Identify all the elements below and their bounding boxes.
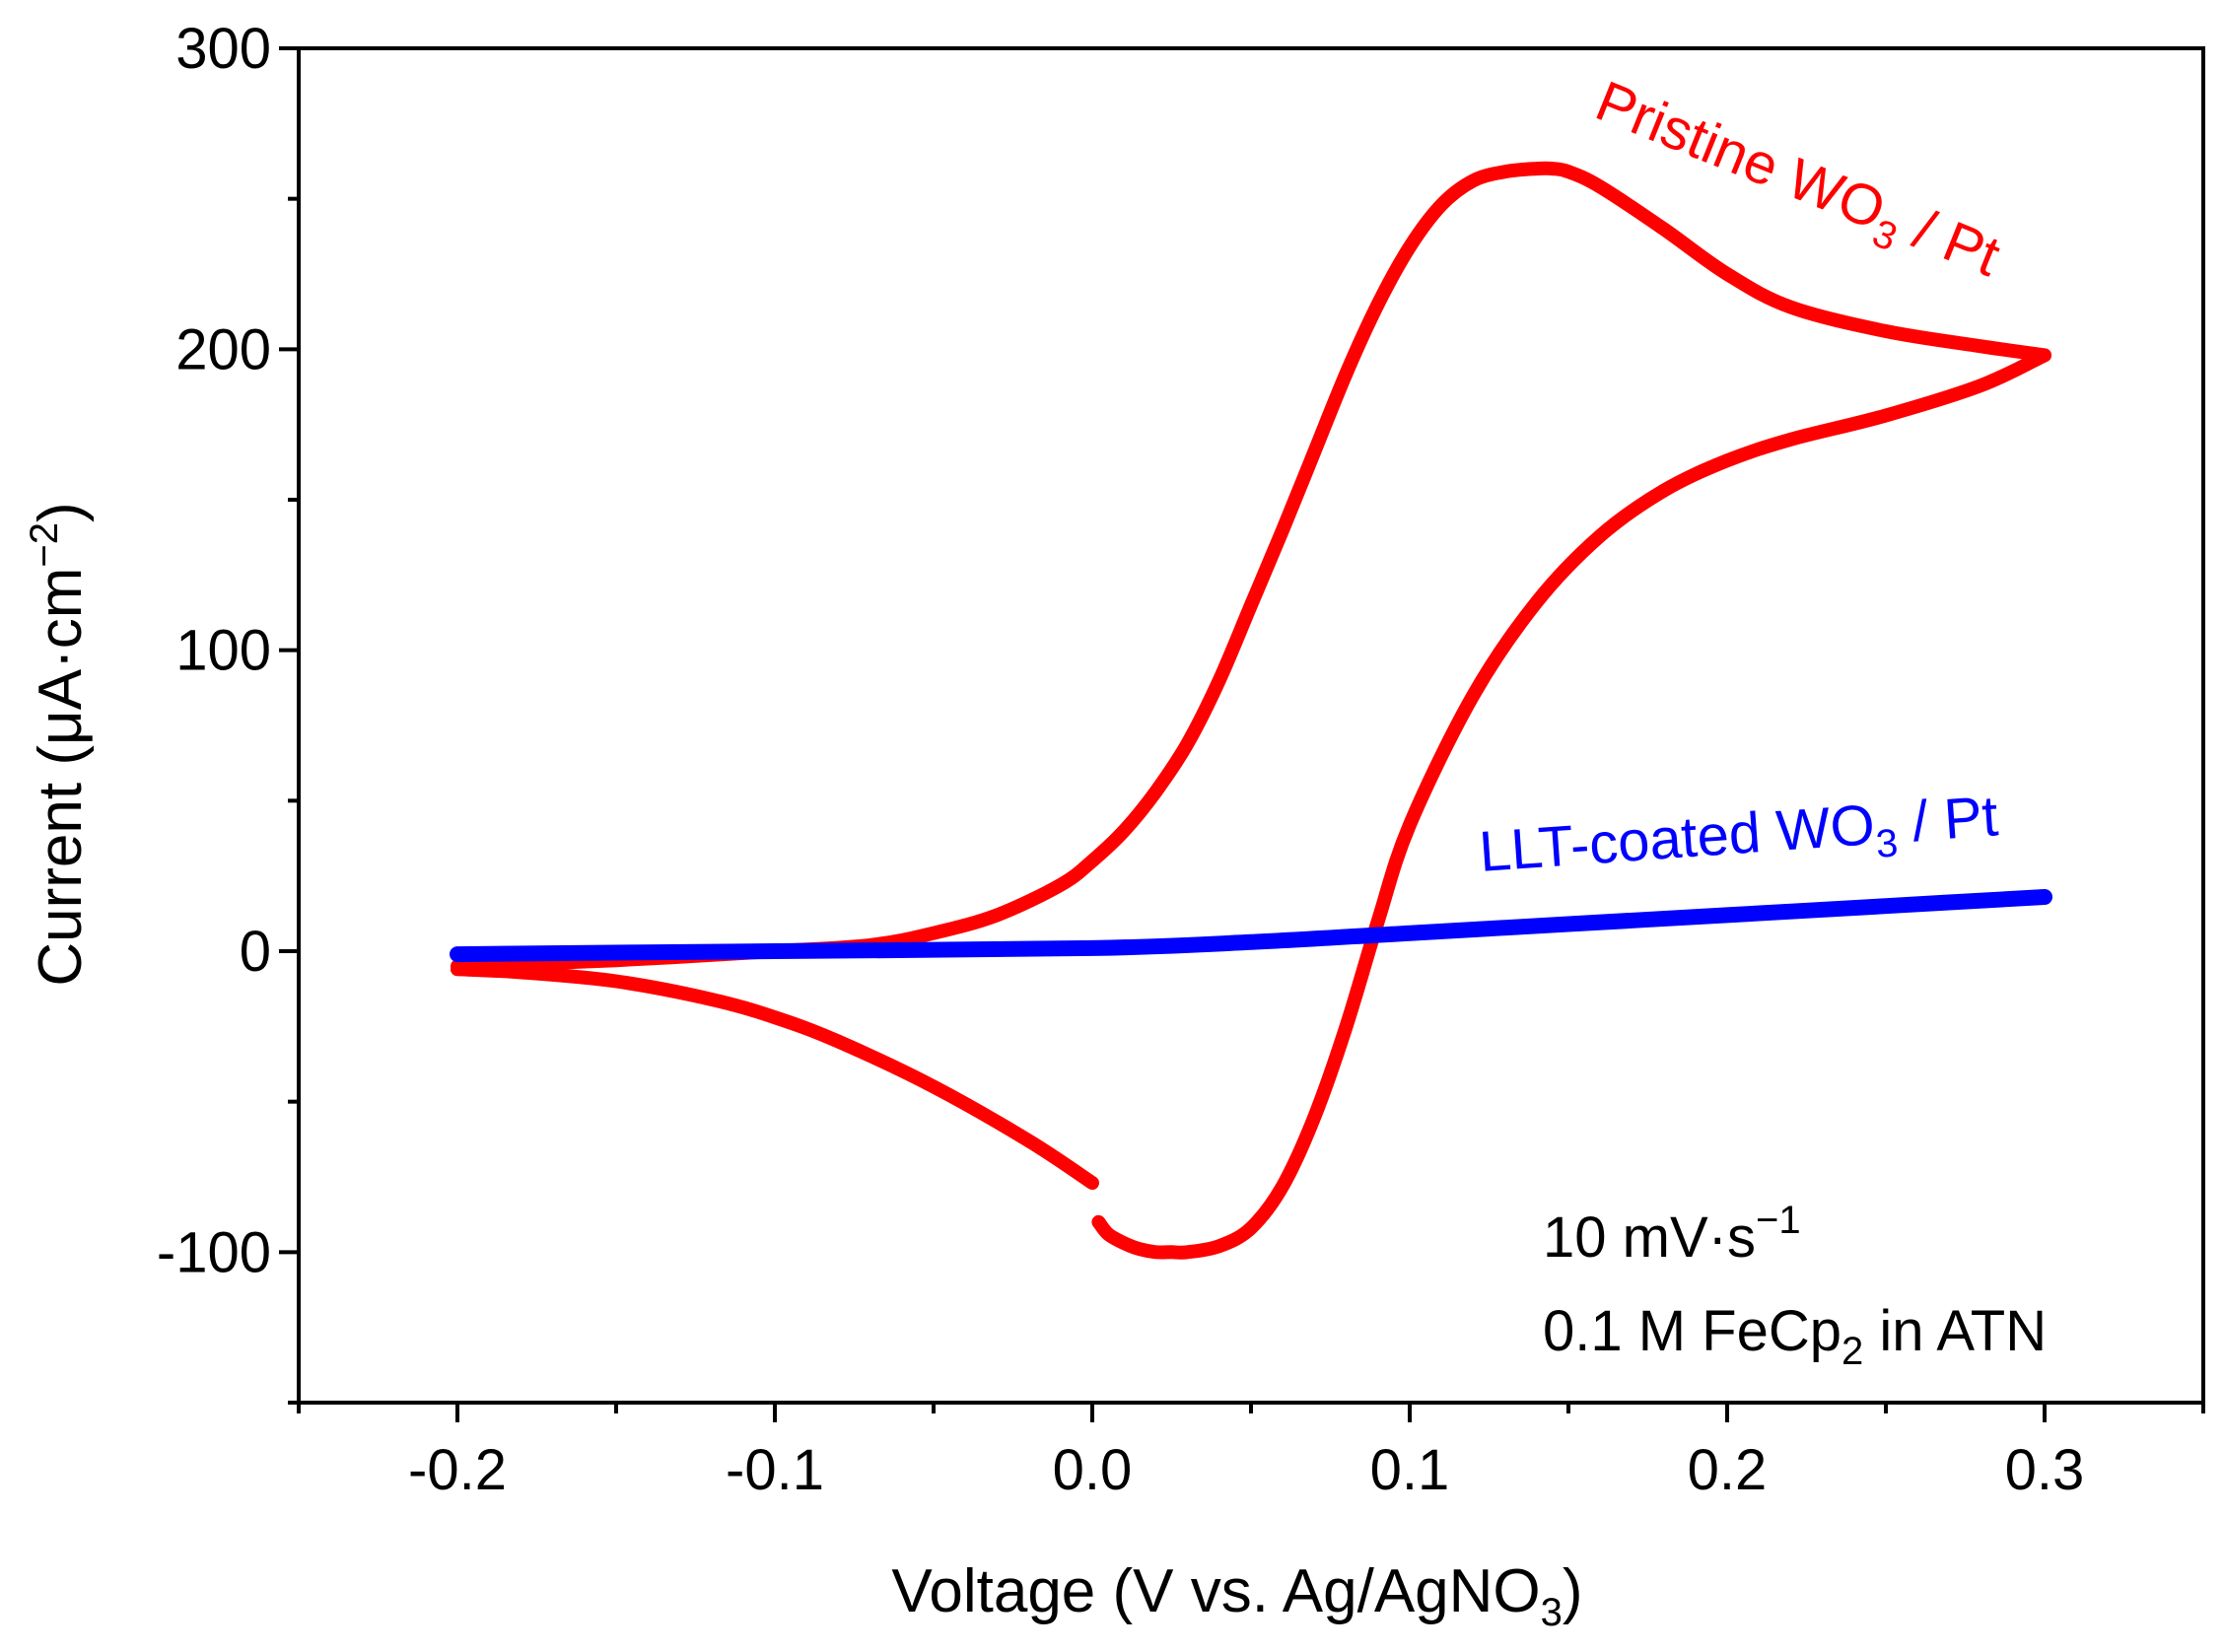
annotation-scan-rate-pre: 10 mV·s	[1543, 1205, 1756, 1270]
x-axis-title-main: Voltage (V vs. Ag/AgNO	[891, 1557, 1540, 1625]
y-axis-title: Current (μA·cm−2)	[23, 502, 95, 986]
series-llt-coated-line-segment-1	[450, 889, 2052, 963]
annotation-pristine-post: / Pt	[1891, 191, 2009, 289]
y-tick-label: 300	[175, 17, 271, 81]
x-tick-label: 0.1	[1370, 1438, 1450, 1502]
plot-frame	[297, 46, 2205, 1405]
annotation-llt-post: / Pt	[1894, 784, 1999, 855]
x-tick-label: -0.1	[726, 1438, 824, 1502]
y-axis-title-sup: −2	[23, 522, 66, 568]
series-pristine-line-segment-3	[451, 962, 1099, 1191]
annotation-scan-rate: 10 mV·s−1	[1543, 1199, 1801, 1270]
x-tick-label: 0.2	[1688, 1438, 1768, 1502]
annotation-llt-sub: 3	[1874, 821, 1899, 865]
data-curves	[450, 161, 2052, 1260]
y-tick-label: -100	[157, 1220, 271, 1284]
y-tick-label: 0	[240, 920, 271, 984]
annotation-solution: 0.1 M FeCp2 in ATN	[1543, 1299, 2047, 1373]
annotation-solution-pre: 0.1 M FeCp	[1543, 1299, 1842, 1363]
tick-labels: -0.2 -0.1 0.0 0.1 0.2 0.3 -100 0 100 200 300	[157, 17, 2084, 1502]
x-tick-label: 0.0	[1053, 1438, 1133, 1502]
y-tick-label: 100	[175, 619, 271, 683]
x-axis-title-sub: 3	[1541, 1591, 1563, 1634]
annotation-solution-sub: 2	[1842, 1330, 1863, 1373]
y-tick-label: 200	[175, 317, 271, 381]
x-tick-label: 0.3	[2005, 1438, 2085, 1502]
x-axis-title-tail: )	[1563, 1557, 1583, 1625]
x-tick-label: -0.2	[408, 1438, 507, 1502]
annotation-pristine: Pristine WO3 / Pt	[1583, 69, 2008, 298]
annotation-scan-rate-sup: −1	[1756, 1199, 1801, 1242]
annotation-llt: LLT-coated WO3 / Pt	[1477, 784, 2000, 894]
series-pristine-line-segment-1	[451, 161, 2051, 974]
x-axis-title: Voltage (V vs. Ag/AgNO3)	[891, 1557, 1582, 1634]
y-axis-title-main: Current (μA·cm	[27, 568, 95, 987]
annotation-llt-pre: LLT-coated WO	[1477, 792, 1876, 884]
annotation-solution-post: in ATN	[1863, 1299, 2047, 1363]
y-axis-title-tail: )	[27, 502, 95, 522]
